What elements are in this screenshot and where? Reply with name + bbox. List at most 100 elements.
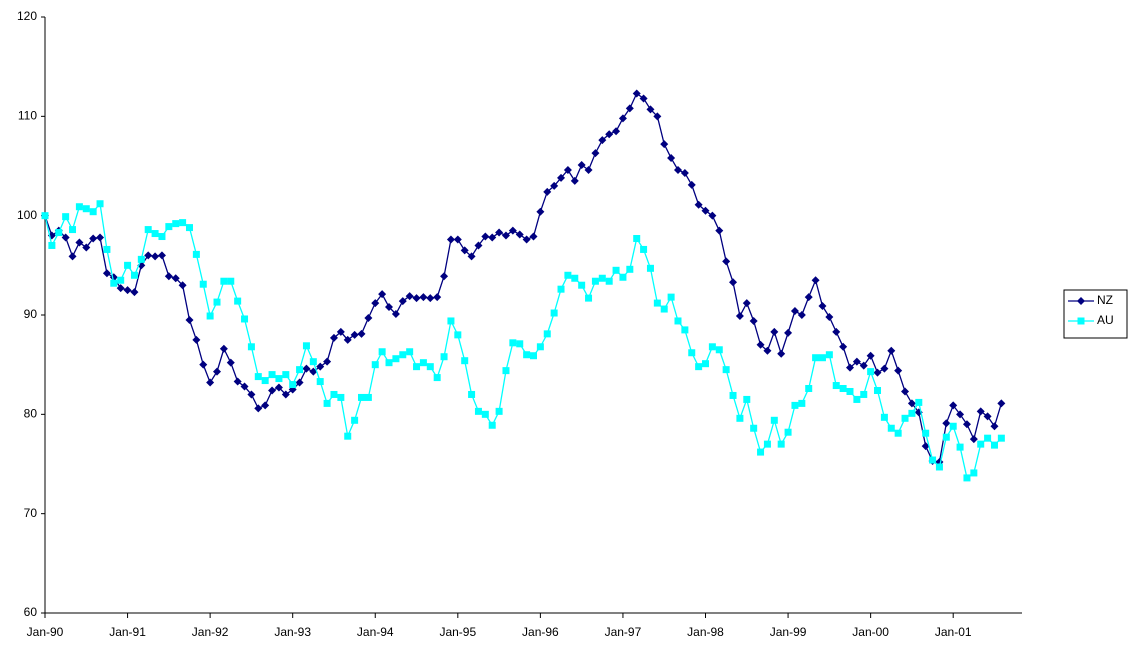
data-point	[364, 313, 373, 322]
data-point	[853, 395, 861, 403]
data-point	[137, 255, 145, 263]
data-point	[385, 303, 394, 312]
data-point	[446, 235, 455, 244]
data-point	[825, 312, 834, 321]
legend-box	[1063, 289, 1128, 339]
data-point	[240, 382, 249, 391]
data-point	[784, 328, 793, 337]
data-point	[653, 112, 662, 121]
data-point	[660, 305, 668, 313]
x-tick-label: Jan-91	[109, 625, 146, 639]
data-point	[130, 288, 139, 297]
data-point	[722, 366, 730, 374]
data-point	[116, 284, 125, 293]
data-point	[261, 377, 269, 385]
data-point	[281, 390, 290, 399]
data-point	[618, 114, 627, 123]
x-tick-label: Jan-94	[357, 625, 394, 639]
x-tick-label: Jan-92	[192, 625, 229, 639]
data-point	[571, 274, 579, 282]
data-point	[213, 367, 222, 376]
data-point	[688, 349, 696, 357]
data-point	[639, 94, 648, 103]
data-point	[69, 226, 77, 234]
data-point	[124, 261, 132, 269]
y-tick-label: 110	[18, 109, 37, 123]
data-point	[997, 399, 1006, 408]
data-point	[275, 375, 283, 383]
data-point	[612, 266, 620, 274]
data-point	[103, 245, 111, 253]
data-point	[75, 238, 84, 247]
data-point	[199, 280, 207, 288]
data-point	[729, 278, 738, 287]
data-point	[488, 233, 497, 242]
data-point	[735, 311, 744, 320]
data-point	[646, 105, 655, 114]
data-point	[378, 348, 386, 356]
data-point	[495, 228, 504, 237]
data-point	[453, 235, 462, 244]
data-point	[323, 399, 331, 407]
data-point	[722, 257, 731, 266]
data-point	[915, 398, 923, 406]
data-point	[942, 419, 951, 428]
data-point	[364, 393, 372, 401]
data-point	[708, 211, 717, 220]
data-point	[268, 371, 276, 379]
data-point	[309, 358, 317, 366]
data-point	[178, 281, 187, 290]
data-point	[591, 277, 599, 285]
x-tick-label: Jan-96	[522, 625, 559, 639]
data-point	[391, 310, 400, 319]
data-point	[667, 293, 675, 301]
data-point	[901, 414, 909, 422]
data-point	[440, 353, 448, 361]
data-point	[626, 265, 634, 273]
data-point	[234, 297, 242, 305]
data-point	[220, 277, 228, 285]
data-point	[784, 428, 792, 436]
data-point	[790, 307, 799, 316]
data-point	[557, 285, 565, 293]
data-point	[619, 273, 627, 281]
data-point	[563, 165, 572, 174]
data-point	[701, 206, 710, 215]
data-point	[605, 130, 614, 139]
data-point	[598, 136, 607, 145]
y-tick-label: 70	[24, 506, 38, 520]
data-point	[935, 463, 943, 471]
data-point	[929, 456, 937, 464]
data-point	[351, 416, 359, 424]
data-point	[385, 359, 393, 367]
data-point	[344, 432, 352, 440]
data-point	[977, 440, 985, 448]
data-point	[522, 235, 531, 244]
data-point	[653, 299, 661, 307]
data-point	[495, 407, 503, 415]
data-point	[970, 469, 978, 477]
data-point	[818, 302, 827, 311]
data-point	[577, 161, 586, 170]
data-point	[433, 374, 441, 382]
data-point	[474, 241, 483, 250]
data-point	[832, 382, 840, 390]
data-point	[715, 346, 723, 354]
data-point	[213, 298, 221, 306]
data-point	[508, 226, 517, 235]
data-point	[509, 339, 517, 347]
data-point	[825, 351, 833, 359]
y-tick-label: 100	[17, 208, 37, 222]
data-point	[350, 330, 359, 339]
data-point	[694, 200, 703, 209]
data-point	[585, 294, 593, 302]
data-point	[570, 176, 579, 185]
legend-marker	[1077, 317, 1085, 325]
data-point	[887, 424, 895, 432]
data-point	[219, 344, 228, 353]
data-point	[894, 429, 902, 437]
data-point	[612, 127, 621, 136]
data-point	[330, 390, 338, 398]
data-point	[777, 349, 786, 358]
data-point	[295, 378, 304, 387]
